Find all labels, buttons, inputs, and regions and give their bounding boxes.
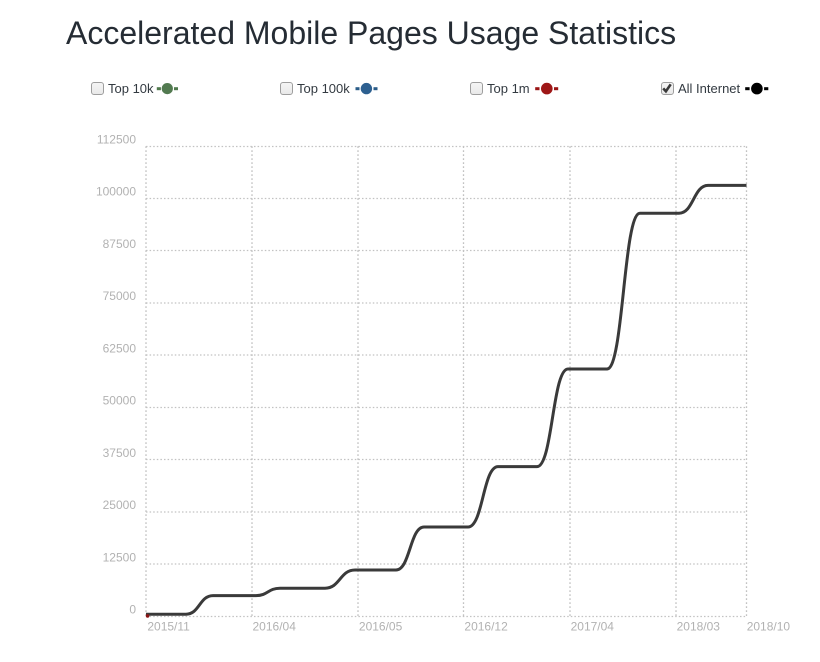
svg-text:2015/11: 2015/11 (147, 620, 190, 634)
svg-text:0: 0 (129, 603, 136, 617)
svg-text:2016/04: 2016/04 (253, 620, 297, 634)
svg-text:12500: 12500 (103, 551, 137, 565)
svg-text:2018/03: 2018/03 (677, 620, 721, 634)
svg-text:2016/12: 2016/12 (464, 620, 508, 634)
svg-text:2016/05: 2016/05 (359, 620, 403, 634)
svg-text:37500: 37500 (103, 446, 137, 460)
svg-text:25000: 25000 (103, 498, 137, 512)
svg-text:2018/10: 2018/10 (747, 620, 791, 634)
svg-text:62500: 62500 (103, 342, 137, 356)
svg-text:100000: 100000 (96, 185, 136, 199)
svg-text:50000: 50000 (103, 394, 137, 408)
svg-text:2017/04: 2017/04 (571, 620, 615, 634)
svg-text:87500: 87500 (103, 237, 137, 251)
svg-text:75000: 75000 (103, 289, 137, 303)
svg-text:112500: 112500 (97, 133, 136, 147)
